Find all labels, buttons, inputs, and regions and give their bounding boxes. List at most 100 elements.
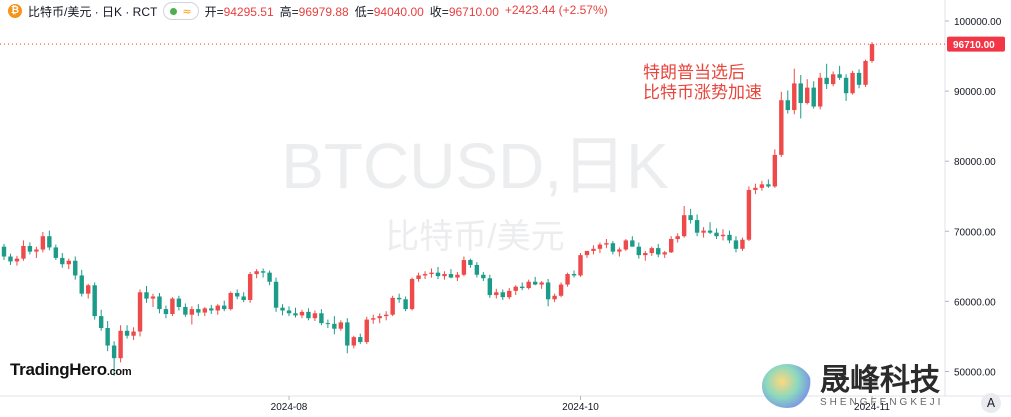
low-value: 94040.00: [373, 4, 424, 19]
candle-body: [34, 249, 39, 252]
candle-body: [656, 248, 661, 255]
candle-body: [532, 281, 538, 285]
candle-body: [662, 252, 667, 255]
candle-body: [571, 274, 577, 276]
candle-body: [701, 230, 706, 233]
candle-body: [714, 232, 719, 237]
symbol-title[interactable]: 比特币/美元 · 日K · RCT: [28, 4, 158, 19]
candle-body: [584, 250, 590, 256]
candle-body: [856, 72, 862, 85]
candle-body: [254, 271, 259, 275]
candle-body: [1, 246, 7, 257]
high-label: 高=: [279, 4, 299, 19]
candle-body: [746, 189, 752, 240]
candle-body: [610, 243, 616, 252]
brand2-cn: 晟峰科技: [820, 362, 940, 398]
candle-body: [558, 284, 564, 296]
candle-body: [481, 274, 486, 279]
candle-body: [150, 296, 156, 299]
candle-body: [144, 292, 149, 299]
candle-body: [688, 215, 693, 221]
candle-body: [176, 298, 182, 307]
candle-body: [351, 337, 356, 346]
candle-body: [163, 309, 169, 314]
price-axis-label: 50000.00: [954, 367, 996, 378]
candle-body: [241, 296, 246, 300]
candle-body: [131, 331, 136, 336]
candle-body: [487, 278, 493, 296]
candle-body: [636, 246, 642, 256]
candle-body: [837, 74, 842, 78]
candle-body: [597, 244, 603, 249]
candle-body: [630, 240, 635, 247]
candle-body: [500, 292, 505, 298]
candle-body: [40, 236, 46, 250]
candle-body: [817, 77, 823, 107]
candle-body: [565, 274, 570, 285]
last-price-tag-bg: [947, 36, 1005, 52]
candle-body: [312, 313, 318, 319]
candle-body: [539, 282, 544, 285]
wave-icon: ≈: [182, 4, 192, 18]
candle-body: [170, 298, 175, 314]
open-label: 开=: [204, 4, 224, 19]
market-open-dot-icon: [170, 7, 178, 15]
candle-body: [617, 249, 622, 252]
time-axis-label: 2024-11: [854, 402, 890, 413]
candle-body: [461, 260, 467, 275]
candle-body: [228, 292, 233, 310]
candle-body: [105, 328, 110, 346]
candle-body: [124, 330, 130, 336]
candle-body: [79, 275, 84, 294]
candle-body: [390, 297, 395, 315]
candle-body: [448, 274, 454, 278]
price-axis-label: 70000.00: [954, 227, 996, 238]
candle-body: [332, 323, 337, 329]
candle-body: [267, 272, 272, 282]
candle-body: [792, 83, 797, 111]
candle-body: [364, 319, 369, 343]
candle-body: [196, 309, 201, 313]
candle-body: [202, 308, 208, 313]
candle-body: [247, 274, 253, 300]
time-axis-label: 2024-10: [562, 402, 599, 413]
candle-body: [869, 44, 875, 61]
candle-body: [293, 313, 298, 316]
candle-body: [830, 74, 836, 85]
candle-body: [694, 220, 700, 233]
candles-group: [1, 42, 875, 376]
candle-body: [299, 311, 305, 316]
candle-body: [520, 286, 525, 289]
candle-body: [681, 215, 687, 237]
candle-body: [260, 271, 266, 273]
candle-body: [47, 236, 52, 248]
close-label: 收=: [429, 4, 449, 19]
auto-scale-button[interactable]: A: [981, 393, 1001, 413]
candle-body: [545, 282, 551, 300]
candle-body: [740, 239, 745, 249]
candle-body: [73, 260, 78, 276]
candle-body: [623, 240, 629, 250]
candle-body: [720, 234, 726, 237]
candle-body: [319, 313, 324, 324]
bitcoin-icon: ₿: [8, 4, 22, 18]
candle-body: [403, 299, 408, 310]
market-status[interactable]: ≈: [163, 2, 199, 20]
candle-body: [98, 316, 104, 329]
candle-body: [60, 257, 65, 265]
candle-body: [811, 87, 816, 107]
candle-body: [435, 272, 441, 277]
candle-body: [779, 100, 784, 155]
candle-body: [455, 274, 460, 278]
candle-body: [209, 308, 214, 311]
candle-body: [222, 305, 227, 310]
ohlc-values: 开=94295.51 高=96979.88 低=94040.00 收=96710…: [205, 3, 608, 20]
brand2-en: SHENGFENGKEJI: [820, 396, 944, 408]
candle-body: [234, 292, 240, 297]
candle-body: [578, 255, 583, 276]
price-axis[interactable]: 100000.00 90000.00 80000.00 70000.00 60000.0…: [945, 17, 1002, 378]
time-axis[interactable]: 2024-08 2024-10 2024-11: [271, 396, 891, 413]
candle-body: [507, 290, 512, 298]
open-value: 94295.51: [223, 4, 274, 19]
